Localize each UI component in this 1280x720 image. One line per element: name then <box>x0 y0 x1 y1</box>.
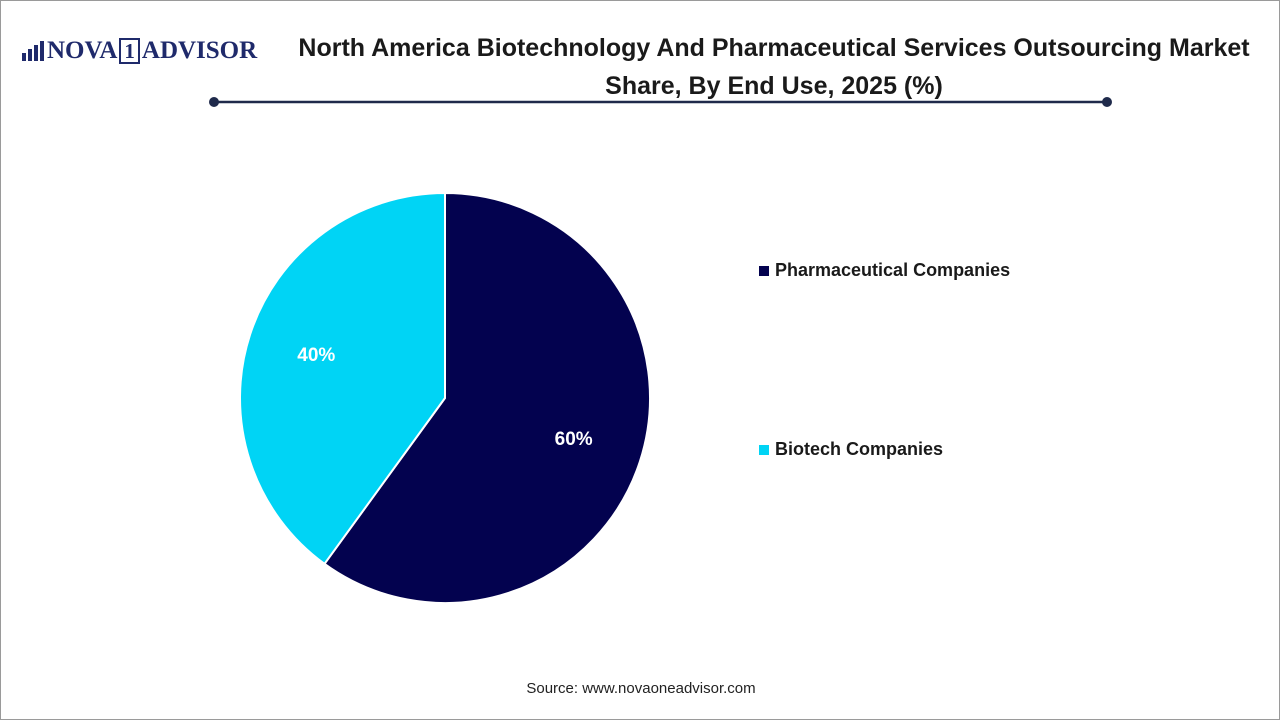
legend-label: Biotech Companies <box>775 439 943 459</box>
rule-dot <box>209 97 219 107</box>
data-label: 40% <box>297 345 335 366</box>
rule-dot <box>1102 97 1112 107</box>
legend-swatch <box>759 266 769 276</box>
source: Source: www.novaoneadvisor.com <box>526 680 756 697</box>
data-label: 60% <box>555 429 593 450</box>
logo: NOVA 1 ADVISOR <box>21 37 257 65</box>
legend-label: Pharmaceutical Companies <box>775 260 1010 280</box>
chart-title: North America Biotechnology And Pharmace… <box>298 34 1250 100</box>
logo-text: ADVISOR <box>141 37 258 64</box>
pie-slice <box>239 191 446 566</box>
legend-swatch <box>759 445 769 455</box>
logo-icon <box>22 41 44 61</box>
logo-mark: 1 <box>119 38 140 64</box>
pie-slice <box>323 191 651 604</box>
logo-text: NOVA <box>47 37 118 64</box>
